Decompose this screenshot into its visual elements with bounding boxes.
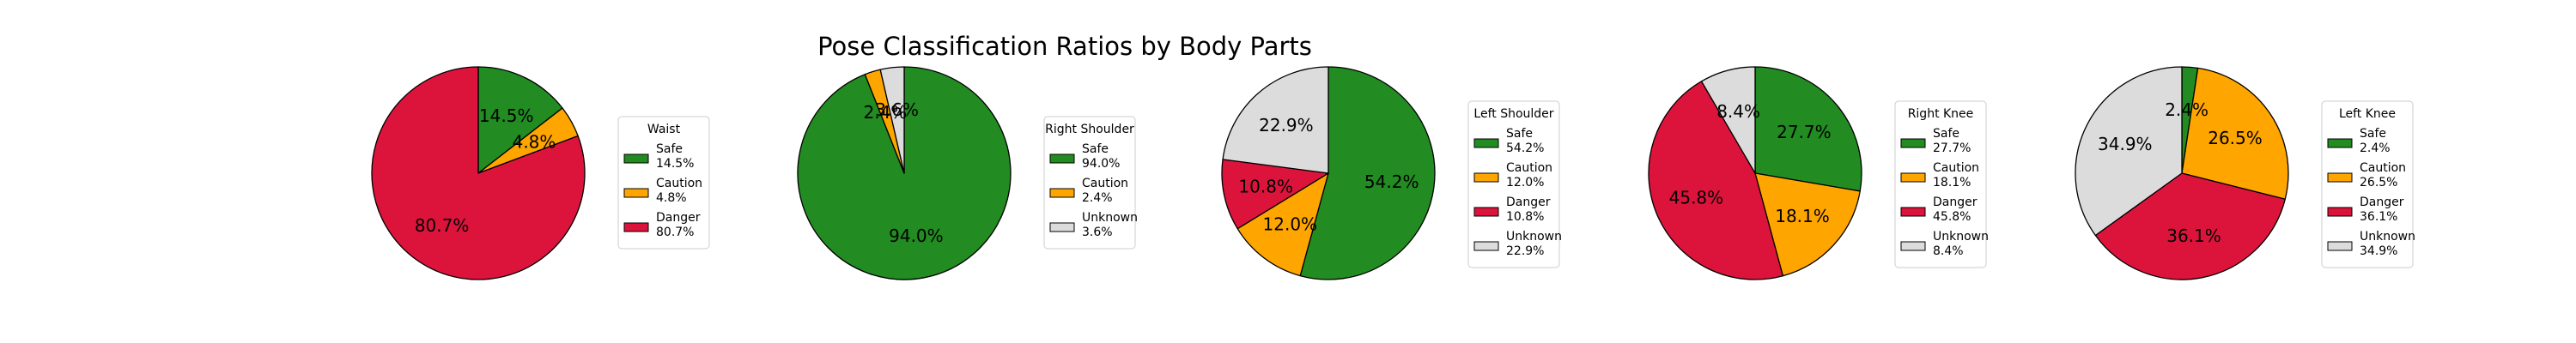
- legend-swatch-safe: [1049, 153, 1075, 164]
- legend-swatch-unknown: [1473, 241, 1499, 251]
- legend-title: Right Shoulder: [1045, 123, 1134, 136]
- slice-label-caution: 2.4%: [863, 102, 907, 123]
- legend-swatch-safe: [1473, 138, 1499, 148]
- legend-swatch-safe: [2327, 138, 2353, 148]
- slice-caution: [2181, 67, 2289, 200]
- legend-title: Right Knee: [1908, 107, 1974, 121]
- slice-safe: [477, 66, 563, 174]
- slice-label-danger: 45.8%: [1669, 188, 1724, 208]
- pie-right-knee: 27.7% 18.1% 45.8% 8.4% Right Knee Safe 27.7% Ca…: [1648, 66, 1989, 280]
- legend-swatch-unknown: [1049, 222, 1075, 232]
- legend-entry-unknown: Unknown 3.6%: [1082, 211, 1138, 239]
- slice-label-danger: 36.1%: [2166, 226, 2221, 246]
- legend-swatch-danger: [1900, 207, 1926, 217]
- legend-entry-safe: Safe 94.0%: [1082, 142, 1120, 171]
- slice-label-caution: 12.0%: [1263, 214, 1318, 235]
- legend-entry-caution: Caution 4.8%: [656, 177, 702, 205]
- slice-label-safe: 27.7%: [1777, 122, 1832, 142]
- legend-swatch-danger: [623, 222, 649, 232]
- legend-entry-danger: Danger 80.7%: [656, 211, 701, 239]
- slice-safe: [1299, 66, 1436, 280]
- slice-label-danger: 80.7%: [415, 215, 470, 236]
- slice-caution: [1754, 172, 1861, 277]
- legend-entry-caution: Caution 18.1%: [1933, 161, 1979, 190]
- slice-danger: [371, 66, 586, 280]
- slice-caution: [1236, 172, 1329, 277]
- legend-swatch-caution: [1473, 172, 1499, 183]
- pie-left-shoulder: 54.2% 12.0% 10.8% 22.9% Left Shoulder Safe 54.…: [1221, 66, 1562, 280]
- legend-entry-unknown: Unknown 8.4%: [1933, 230, 1989, 258]
- legend-entry-danger: Danger 10.8%: [1506, 196, 1551, 224]
- chart-title: Pose Classification Ratios by Body Parts: [817, 32, 1312, 61]
- slice-label-caution: 4.8%: [513, 132, 556, 153]
- slice-safe: [1754, 66, 1862, 192]
- legend-entry-caution: Caution 26.5%: [2360, 161, 2406, 190]
- slice-danger: [1221, 159, 1329, 230]
- legend-swatch-caution: [1900, 172, 1926, 183]
- legend-entry-unknown: Unknown 22.9%: [1506, 230, 1562, 258]
- legend-swatch-caution: [1049, 188, 1075, 198]
- legend-entry-caution: Caution 2.4%: [1082, 177, 1128, 205]
- legend-left-knee: Left Knee Safe 2.4% Caution 26.5% Danger 36.1%…: [2321, 100, 2415, 268]
- slice-unknown: [1700, 66, 1756, 174]
- slice-label-unknown: 22.9%: [1259, 115, 1314, 135]
- slice-label-safe: 14.5%: [479, 105, 534, 126]
- legend-title: Waist: [647, 123, 681, 136]
- slice-label-danger: 10.8%: [1238, 176, 1293, 196]
- legend-swatch-safe: [1900, 138, 1926, 148]
- legend-swatch-unknown: [1900, 241, 1926, 251]
- legend-swatch-danger: [1473, 207, 1499, 217]
- legend-waist: Waist Safe 14.5% Caution 4.8% Danger 80.7%: [617, 116, 710, 250]
- slice-danger: [1648, 81, 1783, 280]
- legend-title: Left Knee: [2339, 107, 2396, 121]
- slice-unknown: [879, 66, 905, 174]
- legend-swatch-unknown: [2327, 241, 2353, 251]
- slice-label-safe: 94.0%: [889, 226, 944, 246]
- pie-panels: 14.5% 4.8% 80.7% Waist Safe 14.5% Caution 4.8% D…: [371, 66, 2415, 280]
- legend-right-shoulder: Right Shoulder Safe 94.0% Caution 2.4% Unknow…: [1043, 116, 1138, 250]
- legend-entry-unknown: Unknown 34.9%: [2360, 230, 2415, 258]
- slice-label-caution: 18.1%: [1775, 206, 1830, 226]
- slice-label-safe: 54.2%: [1364, 172, 1419, 192]
- legend-entry-danger: Danger 45.8%: [1933, 196, 1978, 224]
- pie-left-knee: 2.4%26.5% 36.1% 34.9% Left Knee Safe 2.4% Caut…: [2075, 66, 2415, 280]
- slice-label-unknown: 34.9%: [2098, 134, 2153, 154]
- legend-entry-safe: Safe 2.4%: [2360, 127, 2391, 155]
- pie-waist: 14.5% 4.8% 80.7% Waist Safe 14.5% Caution 4.8% D…: [371, 66, 710, 280]
- pie-right-shoulder: 94.0% 2.4%3.6% Right Shoulder Safe 94.0% Caut…: [797, 66, 1138, 280]
- slice-label-caution: 26.5%: [2208, 128, 2263, 148]
- slice-danger: [2094, 172, 2286, 280]
- slice-unknown: [2075, 66, 2183, 237]
- legend-entry-safe: Safe 27.7%: [1933, 127, 1971, 155]
- legend-title: Left Shoulder: [1473, 107, 1553, 121]
- slice-unknown: [1222, 66, 1329, 174]
- legend-frame: [617, 116, 710, 250]
- slice-label-unknown: 3.6%: [875, 99, 919, 120]
- legend-swatch-caution: [623, 188, 649, 198]
- legend-right-knee: Right Knee Safe 27.7% Caution 18.1% Danger 45.…: [1894, 100, 1989, 268]
- slice-label-safe: 2.4%: [2165, 99, 2208, 120]
- legend-swatch-danger: [2327, 207, 2353, 217]
- legend-left-shoulder: Left Shoulder Safe 54.2% Caution 12.0% Danger…: [1467, 100, 1562, 268]
- legend-swatch-caution: [2327, 172, 2353, 183]
- legend-entry-danger: Danger 36.1%: [2360, 196, 2404, 224]
- legend-entry-safe: Safe 14.5%: [656, 142, 694, 171]
- legend-entry-caution: Caution 12.0%: [1506, 161, 1552, 190]
- legend-entry-safe: Safe 54.2%: [1506, 127, 1544, 155]
- legend-frame: [1043, 116, 1136, 250]
- legend-swatch-safe: [623, 153, 649, 164]
- slice-label-unknown: 8.4%: [1716, 101, 1760, 122]
